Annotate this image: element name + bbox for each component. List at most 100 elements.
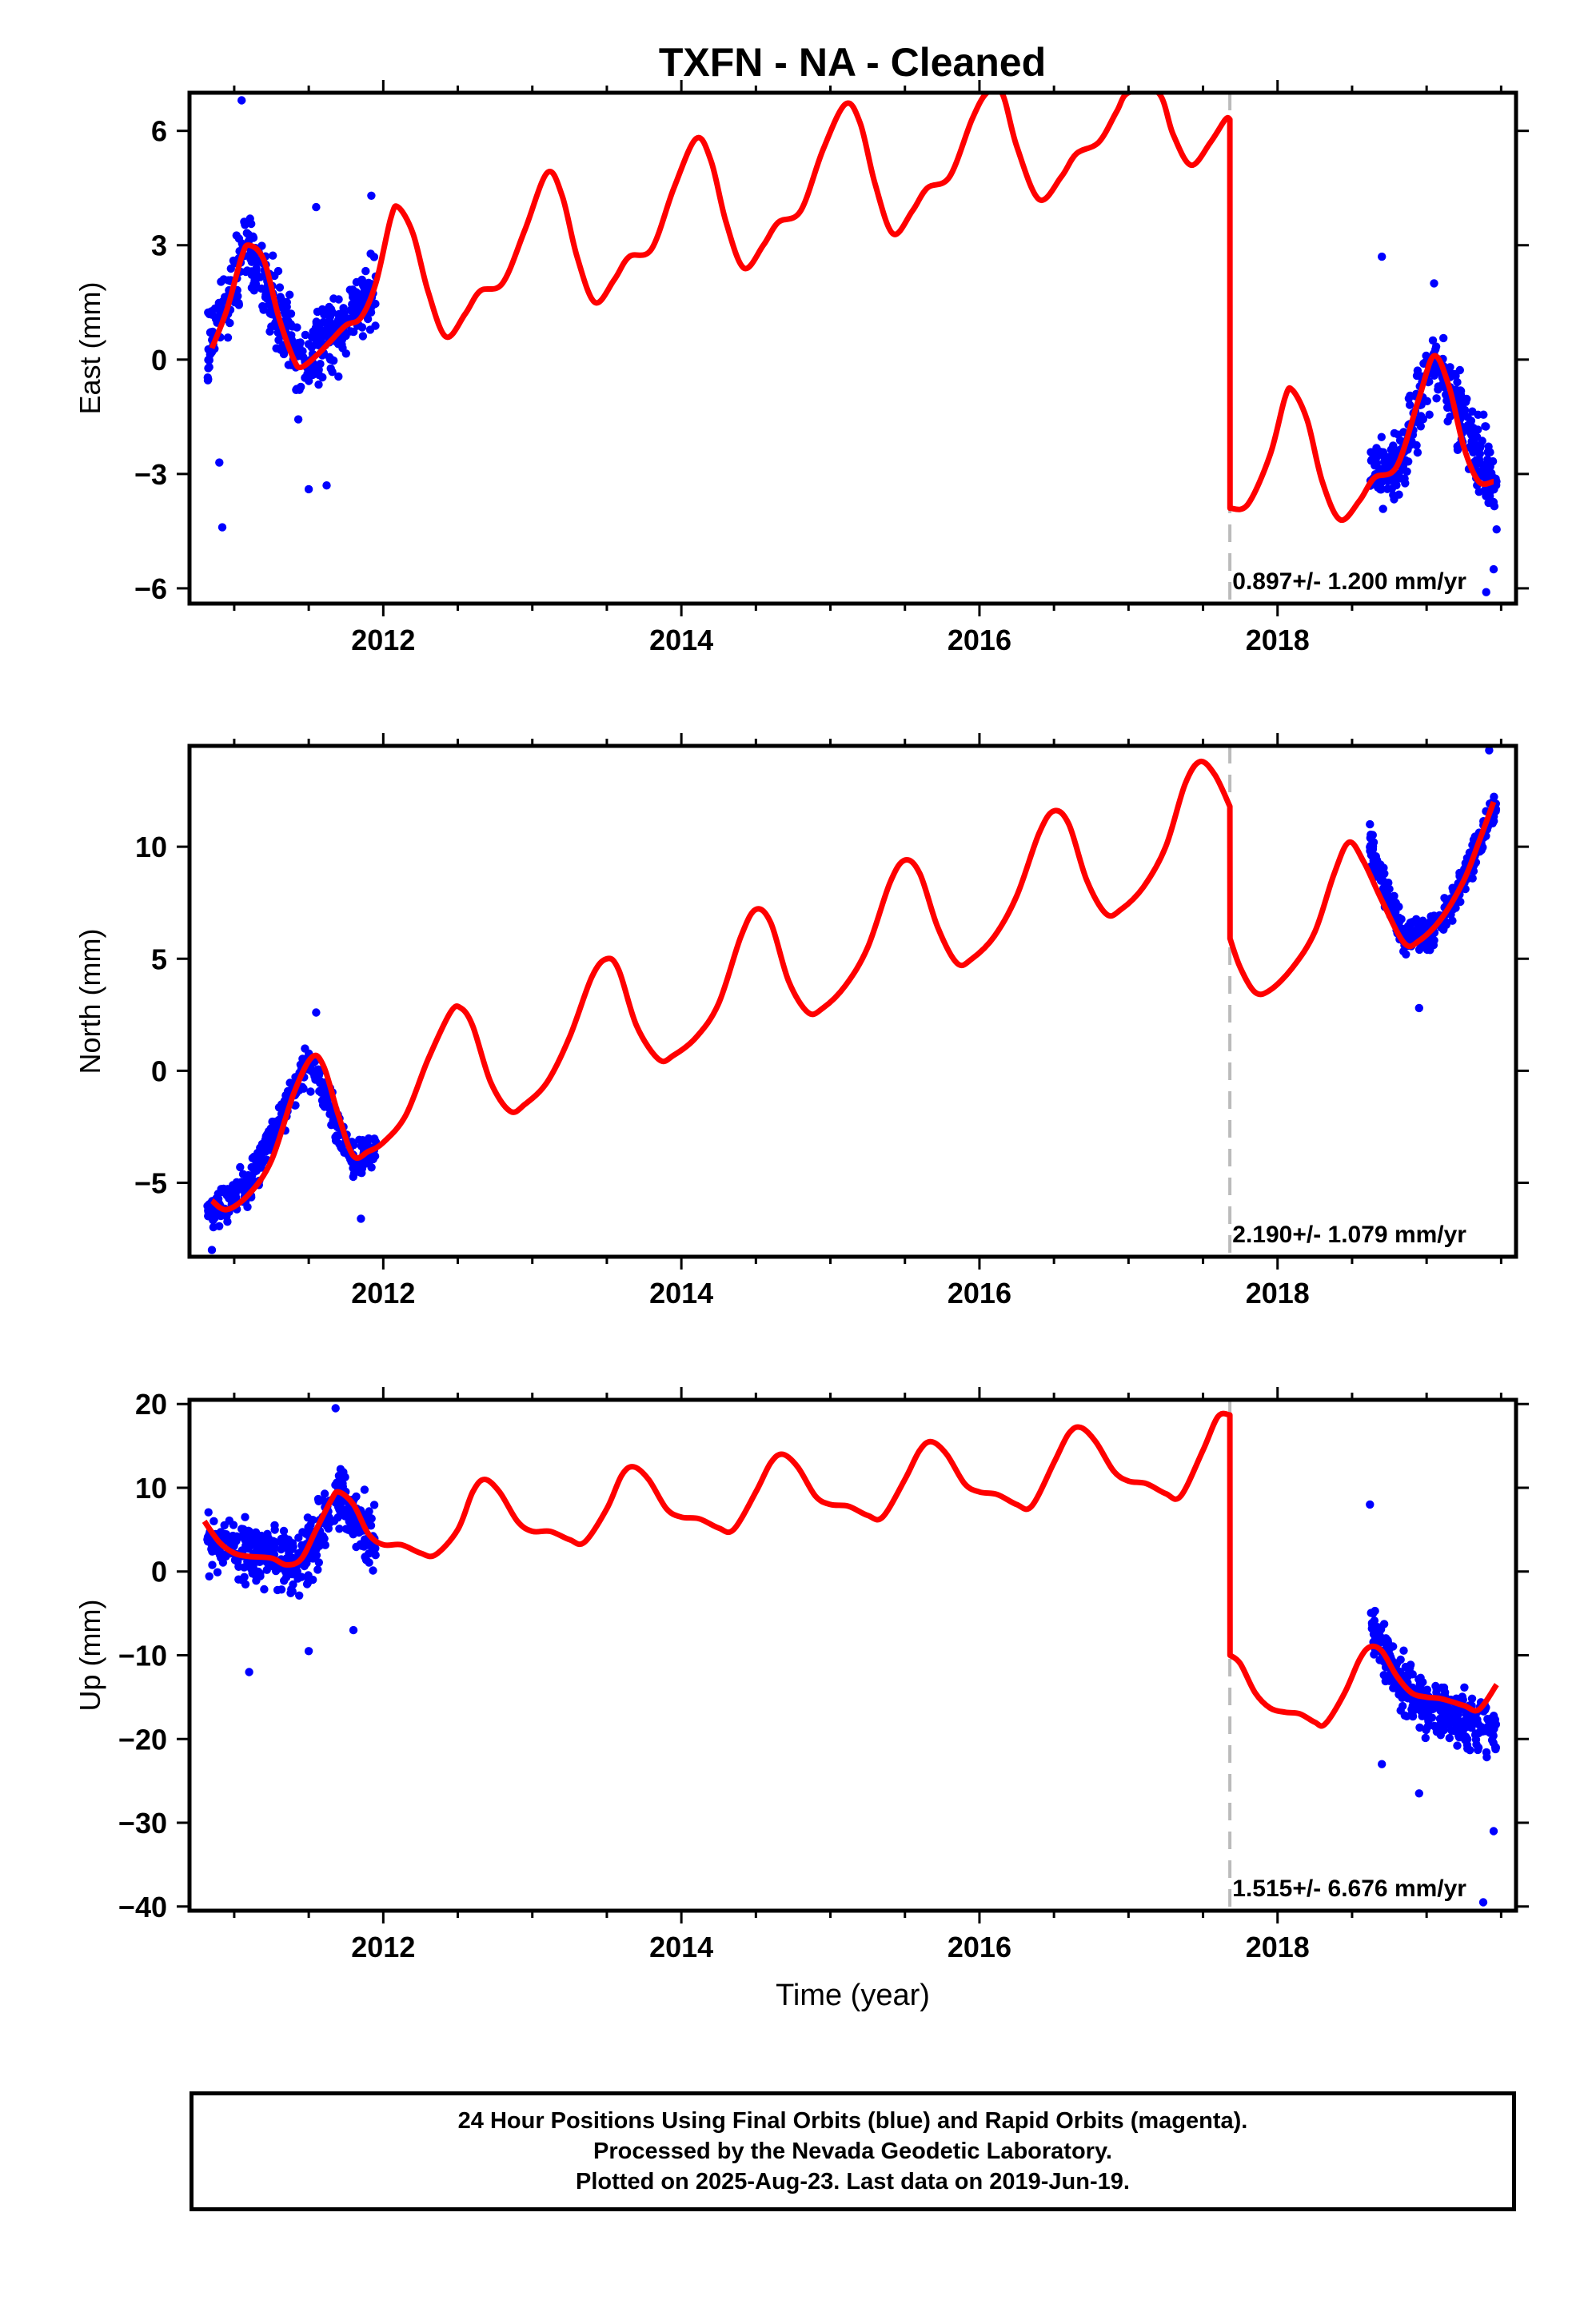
point-east-403 xyxy=(335,337,344,346)
point-up-274 xyxy=(369,1501,379,1509)
ytick-label-north-0: −5 xyxy=(134,1167,167,1200)
ytick-label-up-2: −20 xyxy=(118,1723,167,1756)
point-north-147 xyxy=(215,1222,224,1231)
point-east-321 xyxy=(282,297,291,307)
point-up-326 xyxy=(346,1521,356,1529)
point-up-714 xyxy=(1443,1707,1453,1716)
point-north-172 xyxy=(349,1169,359,1178)
point-up-738 xyxy=(1421,1733,1430,1743)
xtick-label-up-1: 2014 xyxy=(649,1931,713,1963)
point-up-383 xyxy=(245,1541,254,1551)
point-up-325 xyxy=(297,1573,306,1581)
point-up-630 xyxy=(1396,1655,1405,1664)
point-up-754 xyxy=(1366,1500,1375,1509)
point-up-370 xyxy=(225,1516,233,1525)
point-east-210 xyxy=(204,375,213,384)
ytick-label-north-3: 10 xyxy=(135,831,167,863)
point-north-230 xyxy=(291,1101,300,1110)
point-up-357 xyxy=(361,1535,369,1544)
xtick-label-up-2: 2016 xyxy=(948,1931,1011,1963)
point-north-397 xyxy=(261,1134,271,1143)
point-up-406 xyxy=(301,1529,311,1538)
point-north-752 xyxy=(357,1214,365,1223)
point-up-327 xyxy=(284,1535,293,1545)
point-up-330 xyxy=(321,1541,329,1549)
ytick-label-east-4: 6 xyxy=(151,115,167,148)
point-east-386 xyxy=(366,308,376,317)
rate-label-east: 0.897+/- 1.200 mm/yr xyxy=(1232,568,1466,595)
point-east-111 xyxy=(223,333,233,342)
point-east-596 xyxy=(1479,410,1488,419)
point-north-742 xyxy=(1371,855,1379,864)
panel-east: 2012 2014 2016 2018 −6 −3 0 3 6 East (mm) 0.897+/-… xyxy=(74,80,1529,656)
point-up-253 xyxy=(270,1525,279,1534)
point-up-390 xyxy=(208,1538,217,1548)
xlabel-up: Time (year) xyxy=(776,1979,930,2012)
chart-title: TXFN - NA - Cleaned xyxy=(659,40,1046,85)
point-up-652 xyxy=(1436,1731,1446,1740)
point-north-373 xyxy=(204,1211,213,1221)
point-east-628 xyxy=(1416,422,1426,431)
point-east-668 xyxy=(1425,410,1434,419)
point-east-322 xyxy=(338,344,347,353)
point-east-419 xyxy=(328,368,337,377)
point-up-405 xyxy=(309,1516,317,1525)
point-up-401 xyxy=(334,1471,344,1481)
point-up-333 xyxy=(286,1589,295,1598)
point-up-749 xyxy=(1454,1710,1462,1720)
point-east-728 xyxy=(1398,465,1407,474)
point-east-358 xyxy=(325,302,333,312)
point-north-270 xyxy=(223,1218,232,1226)
point-east-380 xyxy=(316,360,325,369)
point-up-479 xyxy=(1467,1694,1477,1703)
point-up-727 xyxy=(1369,1625,1379,1635)
point-east-411 xyxy=(246,254,255,264)
points-east xyxy=(203,96,1501,596)
point-up-377 xyxy=(215,1550,225,1560)
point-east-556 xyxy=(1482,422,1490,431)
point-east-669 xyxy=(1467,437,1476,446)
model-curve-north xyxy=(209,758,1497,1213)
footer-line-1: 24 Hour Positions Using Final Orbits (bl… xyxy=(457,2108,1248,2134)
point-up-724 xyxy=(1385,1644,1394,1653)
point-east-736 xyxy=(1483,448,1492,456)
point-east-153 xyxy=(241,221,249,229)
point-up-356 xyxy=(365,1507,373,1516)
point-up-121 xyxy=(234,1562,243,1572)
point-east-406 xyxy=(358,332,368,341)
xtick-label-east-2: 2016 xyxy=(948,624,1011,656)
point-east-614 xyxy=(1412,440,1421,450)
point-up-719 xyxy=(1369,1608,1378,1618)
ytick-label-up-1: −30 xyxy=(118,1807,167,1840)
point-up-753 xyxy=(349,1625,358,1635)
point-up-663 xyxy=(1450,1726,1458,1736)
point-up-337 xyxy=(335,1525,344,1533)
point-east-319 xyxy=(258,301,267,311)
point-up-111 xyxy=(205,1572,213,1581)
point-east-543 xyxy=(1432,394,1441,403)
point-up-730 xyxy=(1401,1662,1410,1672)
model-curve-east xyxy=(209,93,1494,524)
point-east-362 xyxy=(312,341,321,349)
point-east-745 xyxy=(1376,485,1385,494)
point-up-757 xyxy=(1478,1898,1488,1907)
point-up-750 xyxy=(245,1668,253,1676)
point-east-336 xyxy=(275,283,285,292)
point-north-740 xyxy=(1415,923,1424,932)
point-up-355 xyxy=(277,1534,286,1544)
point-east-760 xyxy=(1482,588,1490,596)
point-east-346 xyxy=(285,290,294,299)
point-up-410 xyxy=(216,1528,225,1537)
point-east-721 xyxy=(1483,488,1493,496)
point-up-696 xyxy=(1463,1744,1472,1753)
point-east-385 xyxy=(357,275,366,285)
point-up-305 xyxy=(303,1578,313,1588)
point-up-689 xyxy=(1445,1733,1454,1743)
point-east-297 xyxy=(371,321,380,330)
point-east-279 xyxy=(284,317,293,325)
point-east-716 xyxy=(1475,449,1485,458)
point-north-640 xyxy=(1468,874,1477,883)
point-up-544 xyxy=(1415,1723,1424,1732)
point-up-335 xyxy=(297,1541,306,1550)
